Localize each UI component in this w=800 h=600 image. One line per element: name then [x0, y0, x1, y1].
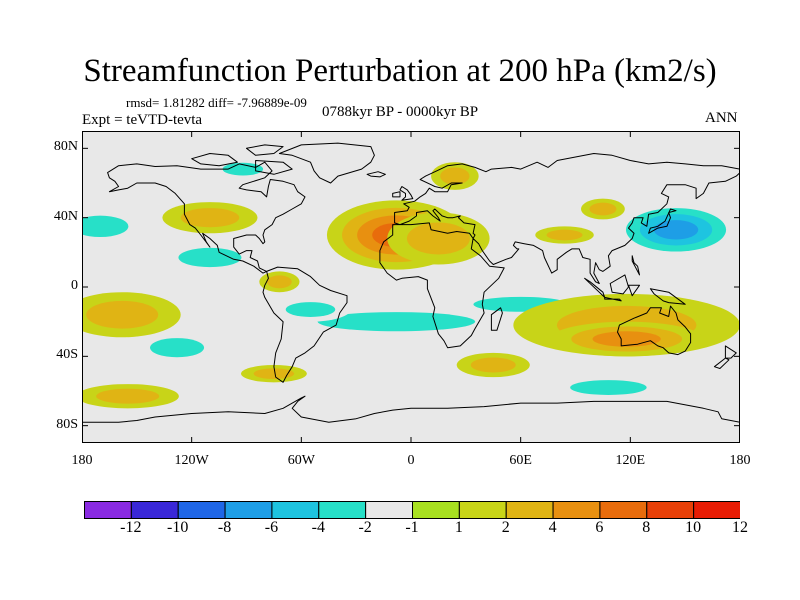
coastline-japan — [648, 208, 677, 234]
lat-label-3: 40S — [56, 347, 78, 363]
colorbar-box-13 — [693, 501, 740, 519]
anomaly-fields — [82, 158, 740, 409]
colorbar-label-0: -12 — [120, 519, 142, 536]
colorbar-box-3 — [224, 501, 273, 519]
coastline-arctic-islands — [191, 144, 293, 175]
figure-title: Streamfunction Perturbation at 200 hPa (… — [83, 53, 717, 89]
colorbar-box-9 — [505, 501, 554, 519]
anomaly-contour-13-1 — [86, 300, 159, 329]
coastline-new-zealand — [713, 345, 737, 369]
colorbar-label-3: -6 — [264, 519, 279, 536]
colorbar-box-8 — [458, 501, 507, 519]
coastline-south-america — [262, 266, 348, 383]
colorbar-label-8: 2 — [501, 519, 510, 536]
lon-label-2: 60W — [287, 453, 315, 468]
stats-label: rmsd= 1.81282 diff= -7.96889e-09 — [126, 95, 307, 110]
coastline-australia — [617, 305, 692, 356]
lon-label-5: 120E — [615, 453, 646, 468]
colorbar-box-1 — [130, 501, 179, 519]
anomaly-contour-4-1 — [178, 247, 242, 268]
lat-label-1: 40N — [53, 208, 78, 224]
colorbar-label-2: -8 — [217, 519, 232, 536]
colorbar-box-2 — [177, 501, 226, 519]
anomaly-contour-2-1 — [180, 208, 240, 228]
colorbar-label-1: -10 — [167, 519, 189, 536]
lon-label-1: 120W — [174, 453, 209, 468]
anomaly-contour-18-1 — [470, 357, 516, 373]
colorbar-box-12 — [646, 501, 695, 519]
lat-label-2: 0 — [71, 278, 78, 293]
anomaly-contour-1-1 — [406, 222, 470, 255]
colorbar-label-6: -1 — [405, 519, 419, 536]
anomaly-contour-21-1 — [589, 202, 617, 216]
colorbar-label-13: 12 — [732, 519, 748, 536]
anomaly-contour-16-2 — [592, 331, 661, 347]
anomaly-contour-6-1 — [222, 162, 264, 176]
colorbar-label-9: 4 — [548, 519, 557, 536]
lat-label-4: 80S — [56, 416, 78, 432]
anomaly-contour-20-1 — [96, 388, 160, 404]
colorbar-label-10: 6 — [595, 519, 604, 536]
lon-label-3: 0 — [407, 453, 415, 468]
coastline-greenland — [278, 142, 375, 184]
streamfunction-map — [82, 131, 740, 443]
coastline-madagascar — [490, 307, 503, 331]
coastline-british-isles — [392, 186, 414, 201]
season-label: ANN — [705, 110, 738, 126]
coastline-iceland — [366, 171, 386, 178]
colorbar-box-5 — [318, 501, 367, 519]
coastline-antarctica — [82, 395, 740, 423]
anomaly-contour-12-1 — [285, 302, 336, 317]
anomaly-contour-19-1 — [253, 368, 295, 379]
period-label: 0788kyr BP - 0000kyr BP — [322, 104, 479, 120]
coastlines — [82, 142, 740, 423]
colorbar-box-6 — [365, 501, 413, 519]
coastline-north-america — [107, 161, 306, 274]
colorbar-box-0 — [84, 501, 132, 519]
lon-label-4: 60E — [509, 453, 532, 468]
colorbar-label-5: -2 — [358, 519, 372, 536]
anomaly-contour-5-1 — [267, 275, 292, 289]
lon-label-6: 180 — [729, 453, 751, 468]
anomaly-contour-7-1 — [440, 167, 470, 185]
anomaly-contour-8-3 — [653, 220, 699, 240]
lon-label-0: 180 — [71, 453, 93, 468]
coastline-indonesia — [584, 255, 686, 305]
colorbar-box-4 — [271, 501, 320, 519]
anomaly-contour-9-1 — [546, 229, 583, 241]
colorbar-box-10 — [552, 501, 601, 519]
colorbar-box-7 — [412, 501, 460, 519]
colorbar-label-7: 1 — [454, 519, 463, 536]
anomaly-contour-14-1 — [150, 338, 205, 358]
colorbar-label-11: 8 — [642, 519, 651, 536]
colorbar-label-12: 10 — [685, 519, 702, 536]
colorbar-label-4: -4 — [311, 519, 325, 536]
lat-label-0: 80N — [53, 139, 78, 155]
experiment-label: Expt = teVTD-tevta — [82, 112, 203, 128]
anomaly-contour-17-1 — [570, 380, 647, 395]
anomaly-contour-3-1 — [82, 215, 129, 237]
colorbar — [84, 501, 740, 519]
map-ticks — [82, 131, 740, 443]
colorbar-box-11 — [599, 501, 648, 519]
coastline-eurasia-africa — [379, 153, 740, 349]
